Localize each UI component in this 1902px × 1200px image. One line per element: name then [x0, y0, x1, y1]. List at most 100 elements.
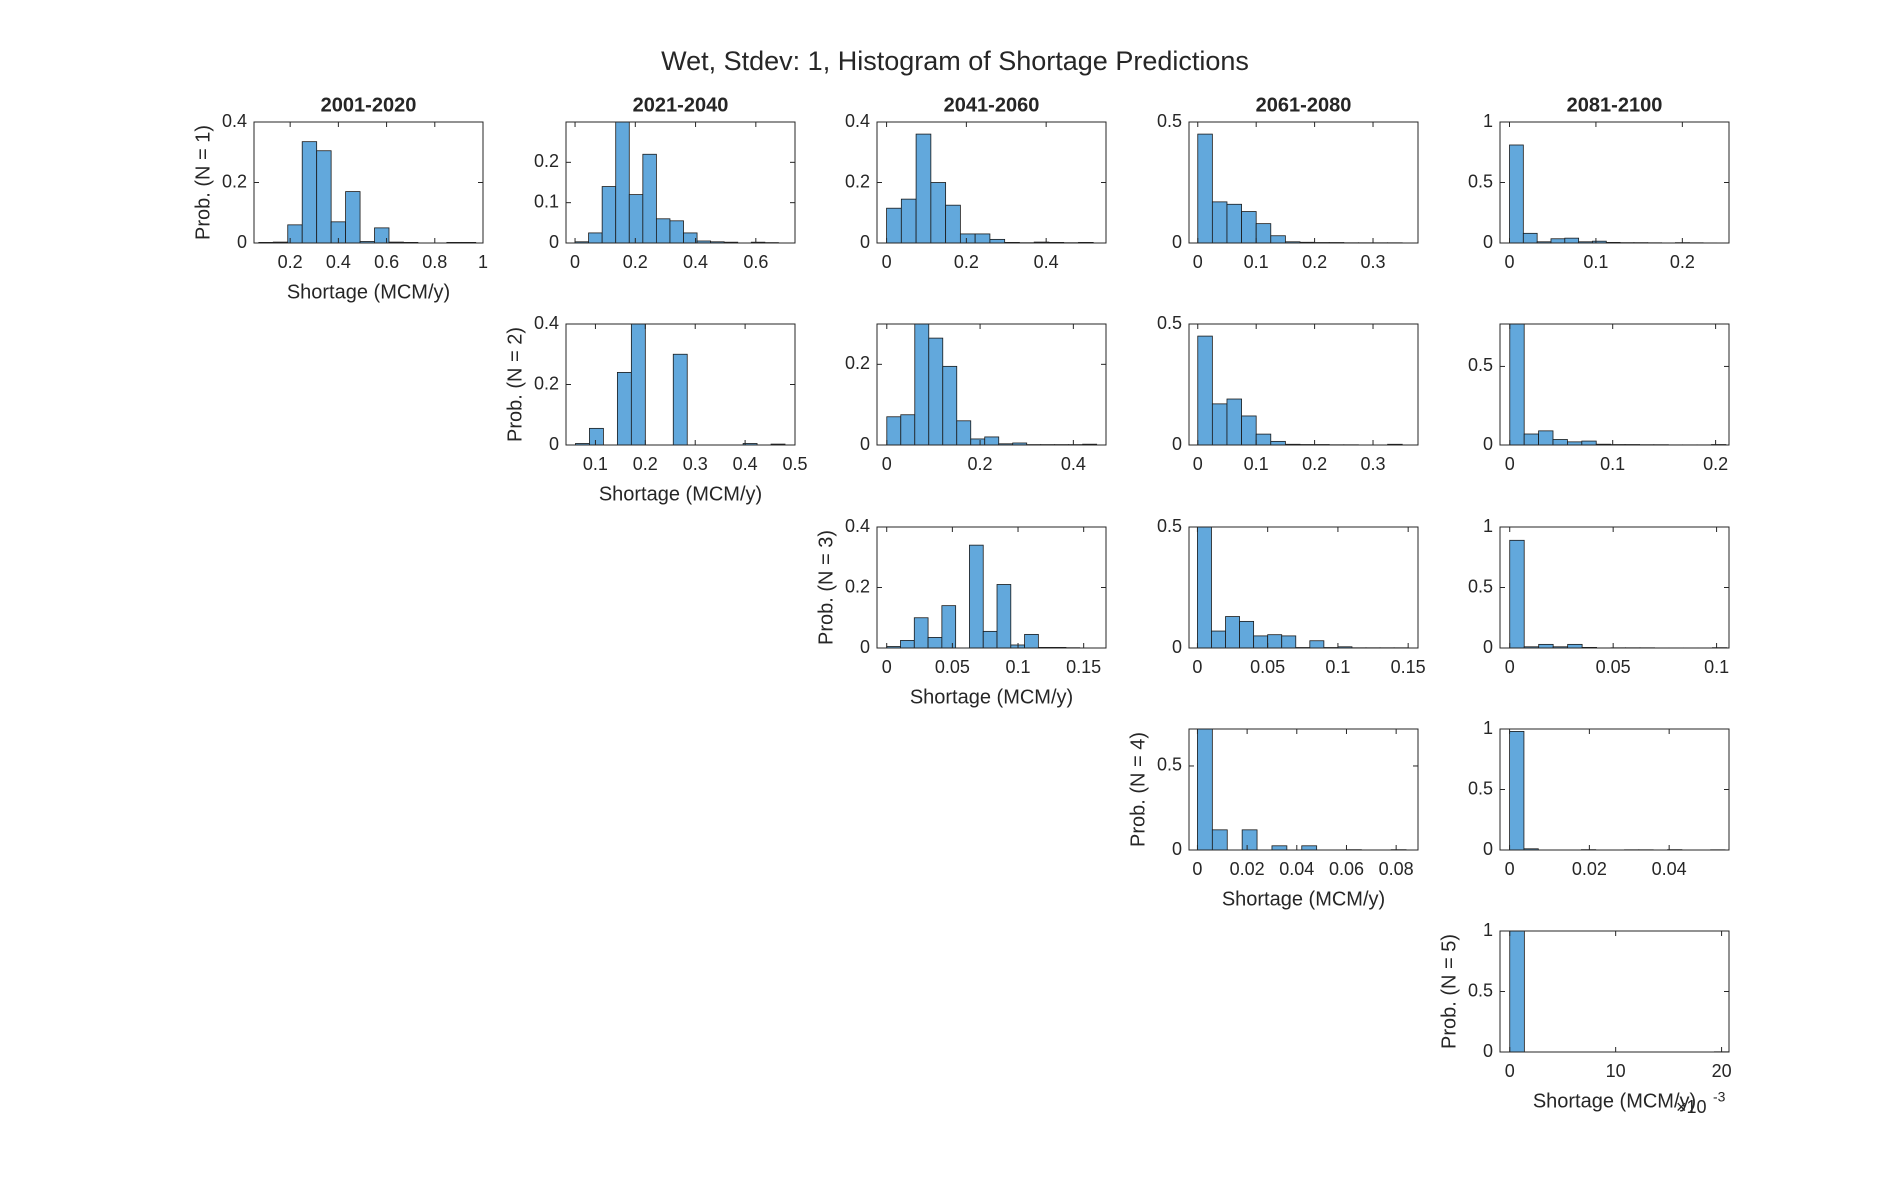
panel: 0 0.1 0.2 0 0.5 1 2081-2100: [1468, 94, 1730, 272]
y-tick-label: 0.2: [534, 151, 559, 171]
bar: [1550, 238, 1566, 244]
x-tick-label: 0.1: [1244, 454, 1269, 474]
bar: [1564, 237, 1580, 244]
bar: [601, 186, 617, 244]
x-tick-label: 0.4: [683, 252, 708, 272]
axes-box: [876, 323, 1107, 446]
y-tick-label: 0.2: [222, 171, 247, 191]
panel-title: 2001-2020: [321, 94, 417, 116]
bar: [1538, 643, 1554, 649]
y-tick-label: 0.5: [1157, 313, 1182, 333]
bar: [1197, 728, 1213, 851]
y-tick-label: 0.5: [1157, 755, 1182, 775]
y-tick-label: 0.1: [534, 191, 559, 211]
bar: [956, 420, 972, 446]
bar: [1255, 433, 1272, 446]
x-axis-label: Shortage (MCM/y): [910, 686, 1073, 708]
bar: [989, 238, 1006, 244]
y-tick-label: 0.5: [1468, 576, 1493, 596]
bar: [1241, 829, 1258, 851]
x-tick-label: 0.4: [1034, 252, 1059, 272]
x-tick-label: 0.5: [782, 454, 807, 474]
bar: [900, 198, 917, 244]
bar: [1197, 335, 1213, 446]
bar: [1225, 616, 1240, 649]
y-tick-label: 1: [1483, 920, 1493, 940]
x-tick-label: 0: [882, 657, 892, 677]
panel-title: 2081-2100: [1567, 94, 1663, 116]
x-tick-label: 0.1: [1244, 252, 1269, 272]
y-tick-label: 0: [549, 232, 559, 252]
bar: [886, 416, 902, 446]
y-axis-label: Prob. (N = 3): [815, 530, 837, 645]
bar: [1552, 439, 1568, 446]
bar: [900, 640, 915, 649]
y-tick-label: 0.5: [1468, 355, 1493, 375]
bar: [615, 121, 630, 244]
bar: [1197, 526, 1212, 649]
y-tick-label: 0: [237, 232, 247, 252]
bar: [1509, 144, 1524, 244]
y-axis-label: Prob. (N = 1): [192, 125, 214, 240]
x-tick-label: 0: [1504, 252, 1514, 272]
y-tick-label: 0: [1172, 434, 1182, 454]
x-tick-label: 0: [1192, 657, 1202, 677]
x-tick-label: 0.1: [1704, 657, 1729, 677]
y-tick-label: 0: [860, 434, 870, 454]
panel: 0 0.2 0.4 0 0.2 0.4 2041-2060: [845, 94, 1107, 272]
x-tick-label: 0.6: [374, 252, 399, 272]
x-axis-label: Shortage (MCM/y): [1222, 888, 1385, 910]
y-tick-label: 0.4: [845, 516, 870, 536]
x-tick-label: 0.8: [422, 252, 447, 272]
bar: [1024, 633, 1039, 649]
y-tick-label: 0.5: [1468, 980, 1493, 1000]
x-tick-label: 0.1: [1583, 252, 1608, 272]
x-tick-label: 0.2: [1670, 252, 1695, 272]
bar: [669, 220, 684, 244]
x-tick-label: 0.1: [583, 454, 608, 474]
x-tick-label: 0.6: [743, 252, 768, 272]
y-tick-label: 0: [1483, 1041, 1493, 1061]
axes-box: [1188, 526, 1419, 649]
y-tick-label: 0: [1483, 637, 1493, 657]
x-tick-label: 0: [1505, 454, 1515, 474]
x-tick-label: 20: [1712, 1061, 1732, 1081]
bar: [1281, 635, 1297, 649]
bar: [655, 218, 671, 244]
y-tick-label: 0: [1483, 434, 1493, 454]
x-multiplier-exponent: -3: [1713, 1089, 1726, 1105]
bar: [942, 365, 958, 446]
y-tick-label: 0.2: [845, 576, 870, 596]
bar: [1522, 232, 1538, 244]
bar: [1267, 634, 1283, 649]
panel: 0.2 0.4 0.6 0.8 1 0 0.2 0.4 2001-2020 Shortage (M…: [192, 94, 488, 303]
bar: [1197, 133, 1213, 244]
plot-area: [1500, 931, 1729, 1052]
y-tick-label: 0.5: [1157, 111, 1182, 131]
bar: [1255, 223, 1272, 244]
bar: [886, 207, 902, 244]
bar: [959, 233, 976, 244]
bar: [1226, 398, 1242, 446]
x-tick-label: 0.4: [326, 252, 351, 272]
bar: [927, 637, 943, 649]
x-tick-label: 0.2: [1703, 454, 1728, 474]
x-tick-label: 0.06: [1329, 859, 1364, 879]
x-tick-label: 0.02: [1572, 859, 1607, 879]
plot-area: [1189, 527, 1418, 648]
x-tick-label: 0: [882, 252, 892, 272]
x-tick-label: 0.2: [954, 252, 979, 272]
bar: [1509, 323, 1525, 446]
panel-title: 2041-2060: [944, 94, 1040, 116]
x-tick-label: 0.05: [1250, 657, 1285, 677]
y-tick-label: 0.5: [1157, 516, 1182, 536]
bar: [915, 133, 932, 244]
x-tick-label: 0: [1505, 1061, 1515, 1081]
x-tick-label: 0.3: [1361, 252, 1386, 272]
bar: [301, 141, 318, 244]
y-tick-label: 0: [1172, 637, 1182, 657]
y-tick-label: 0.2: [845, 171, 870, 191]
x-tick-label: 0.04: [1279, 859, 1314, 879]
